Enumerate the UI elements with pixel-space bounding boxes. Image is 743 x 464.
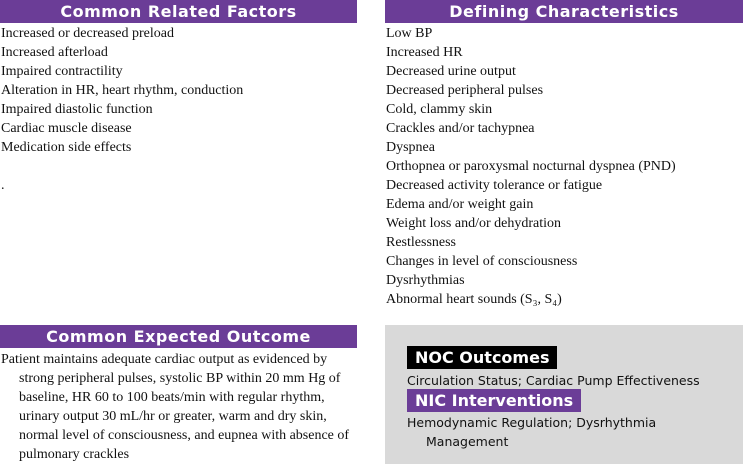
- outcome-text: Patient maintains adequate cardiac outpu…: [1, 352, 350, 462]
- list-item: Impaired diastolic function: [1, 102, 153, 117]
- factor-list: Increased or decreased preload Increased …: [1, 24, 243, 157]
- list-item: Weight loss and/or dehydration: [386, 216, 562, 231]
- list-item: Orthopnea or paroxysmal nocturnal dyspne…: [386, 159, 676, 174]
- list-item: Decreased peripheral pulses: [386, 83, 544, 98]
- list-item: Low BP: [386, 26, 433, 41]
- list-item: Increased HR: [386, 45, 463, 60]
- list-item: Crackles and/or tachypnea: [386, 121, 535, 136]
- list-item: Medication side effects: [1, 140, 132, 155]
- list-item: Dysrhythmias: [386, 273, 465, 288]
- list-item: Impaired contractility: [1, 64, 123, 79]
- list-item: Restlessness: [386, 235, 456, 250]
- nic-text: Hemodynamic Regulation; Dysrhythmia Mana…: [407, 415, 657, 449]
- list-item: Decreased urine output: [386, 64, 516, 79]
- list-item: Cardiac muscle disease: [1, 121, 132, 136]
- nic-label: NIC Interventions: [407, 389, 582, 412]
- list-item: Changes in level of consciousness: [386, 254, 578, 269]
- section-header: Common Expected Outcome: [0, 325, 357, 348]
- stray-mark: .: [1, 178, 5, 193]
- list-item: Decreased activity tolerance or fatigue: [386, 178, 603, 193]
- list-item: Edema and/or weight gain: [386, 197, 534, 212]
- list-item: Alteration in HR, heart rhythm, conducti…: [1, 83, 244, 98]
- list-item: Increased or decreased preload: [1, 26, 174, 41]
- list-item: Cold, clammy skin: [386, 102, 493, 117]
- section-header: Defining Characteristics: [385, 0, 743, 23]
- intervention-box: NOC Outcomes Circulation Status; Cardiac…: [385, 325, 743, 464]
- noc-label: NOC Outcomes: [407, 346, 558, 369]
- list-item: Abnormal heart sounds (S₃, S₄): [386, 292, 562, 307]
- list-item: Dyspnea: [386, 140, 435, 155]
- list-item: Increased afterload: [1, 45, 108, 60]
- characteristic-list: Low BP Increased HR Decreased urine output…: [386, 24, 676, 309]
- noc-text: Circulation Status; Cardiac Pump Effecti…: [407, 373, 700, 388]
- section-header: Common Related Factors: [0, 0, 357, 23]
